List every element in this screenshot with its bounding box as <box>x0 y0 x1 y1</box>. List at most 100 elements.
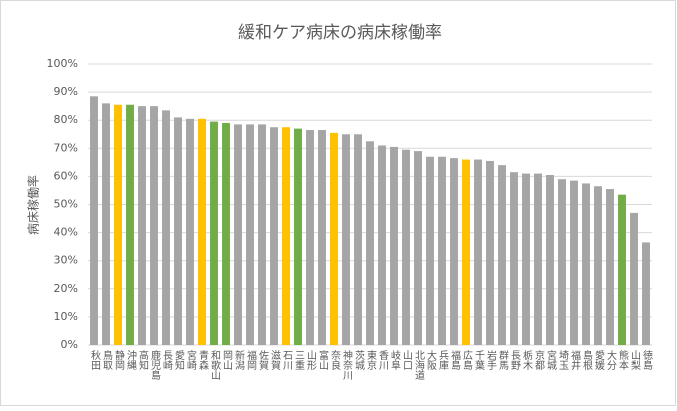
y-tick-label: 100% <box>47 57 78 70</box>
x-tick-label: 岐阜 <box>389 349 401 371</box>
x-tick-label: 熊本 <box>617 349 629 371</box>
y-tick-label: 90% <box>54 85 78 98</box>
x-tick-label: 長野 <box>509 350 521 370</box>
y-tick-label: 60% <box>54 169 78 182</box>
y-tick-label: 80% <box>54 113 78 126</box>
bar <box>510 172 518 345</box>
x-tick-label: 東京 <box>365 349 377 371</box>
bar <box>198 118 206 345</box>
bar <box>474 159 482 345</box>
bar <box>162 110 170 346</box>
bar <box>534 173 542 345</box>
x-tick-label: 秋田 <box>89 349 101 370</box>
x-tick-label: 岩手 <box>485 349 497 371</box>
x-tick-label: 京都 <box>533 349 545 371</box>
x-tick-label: 茨城 <box>353 349 365 371</box>
bar <box>306 130 314 345</box>
x-tick-label: 山形 <box>305 350 317 371</box>
bar <box>114 104 122 346</box>
bar <box>138 106 146 346</box>
x-tick-label: 沖縄 <box>125 349 137 370</box>
bar <box>174 117 182 345</box>
x-tick-label: 鹿児島 <box>149 349 161 381</box>
bar <box>318 130 326 345</box>
x-tick-label: 奈良 <box>329 349 341 371</box>
bar <box>522 173 530 345</box>
bar <box>342 134 350 345</box>
bar <box>426 156 434 345</box>
x-tick-label: 大阪 <box>425 349 437 371</box>
x-tick-label: 鳥取 <box>101 349 113 371</box>
bar <box>390 146 398 345</box>
y-tick-label: 70% <box>54 141 78 154</box>
x-tick-label: 愛知 <box>173 349 185 370</box>
bar <box>618 194 626 345</box>
bar <box>354 134 362 345</box>
y-tick-label: 0% <box>61 338 78 351</box>
x-tick-label: 岡山 <box>221 350 233 370</box>
bar <box>150 106 158 346</box>
x-tick-label: 大分 <box>605 349 617 371</box>
x-tick-label: 宮崎 <box>185 349 197 370</box>
x-tick-label: 兵庫 <box>437 349 449 371</box>
x-tick-label: 広島 <box>461 349 473 371</box>
x-tick-label: 栃木 <box>521 349 533 371</box>
x-tick-label: 神奈川 <box>341 349 353 380</box>
bar <box>90 96 98 345</box>
x-tick-label: 山口 <box>401 350 412 370</box>
bar <box>102 103 110 345</box>
x-tick-label: 長崎 <box>161 350 173 370</box>
bar <box>606 189 614 345</box>
x-tick-label: 群馬 <box>497 349 509 371</box>
x-tick-label: 千葉 <box>473 350 485 371</box>
x-tick-label: 佐賀 <box>257 350 269 371</box>
x-tick-label: 愛媛 <box>593 349 605 371</box>
bar <box>270 127 278 345</box>
x-tick-label: 高知 <box>137 349 149 370</box>
bar <box>486 160 494 345</box>
bar <box>594 186 602 345</box>
y-tick-label: 50% <box>54 198 78 211</box>
x-tick-label: 新潟 <box>233 349 245 371</box>
x-tick-label: 福岡 <box>245 349 257 371</box>
bar <box>450 158 458 345</box>
y-tick-label: 10% <box>54 310 78 323</box>
bar <box>258 124 266 345</box>
x-tick-label: 島根 <box>581 349 593 371</box>
x-tick-label: 静岡 <box>113 349 125 371</box>
bar <box>378 145 386 345</box>
bar <box>186 118 194 345</box>
x-tick-label: 滋賀 <box>269 349 281 371</box>
bar <box>246 124 254 345</box>
bar <box>438 156 446 345</box>
bar <box>210 121 218 345</box>
bar <box>462 159 470 345</box>
x-tick-label: 石川 <box>281 350 293 370</box>
x-tick-label: 福島 <box>449 349 461 371</box>
bar <box>366 141 374 345</box>
x-tick-label: 山梨 <box>629 350 641 371</box>
x-tick-label: 富山 <box>317 349 329 370</box>
bar <box>630 212 638 345</box>
bar <box>642 242 650 345</box>
x-tick-label: 香川 <box>377 350 389 370</box>
y-tick-label: 20% <box>54 282 78 295</box>
x-tick-label: 和歌山 <box>209 350 221 380</box>
bar <box>402 149 410 345</box>
bar <box>546 174 554 345</box>
x-tick-label: 北海道 <box>413 350 425 380</box>
y-tick-label: 40% <box>54 226 78 239</box>
y-axis-title: 病床稼働率 <box>26 175 41 235</box>
bar <box>330 132 338 345</box>
x-tick-label: 宮城 <box>545 349 557 371</box>
x-tick-label: 徳島 <box>641 349 653 371</box>
bar <box>282 127 290 345</box>
bar <box>570 180 578 345</box>
bar <box>582 183 590 345</box>
x-tick-label: 埼玉 <box>557 349 569 370</box>
x-tick-label: 福井 <box>569 349 581 371</box>
bar <box>414 151 422 345</box>
y-tick-label: 30% <box>54 254 78 267</box>
x-tick-label: 三重 <box>293 350 305 370</box>
